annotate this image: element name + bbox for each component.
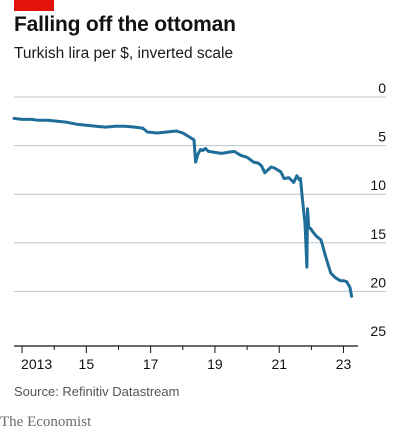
- y-tick-label-20: 20: [370, 274, 386, 290]
- x-tick-label-19: 19: [207, 356, 223, 372]
- x-tick-label-2013: 2013: [21, 356, 52, 372]
- y-tick-label-15: 15: [370, 226, 386, 242]
- y-tick-labels: 0 5 10 15 20 25: [370, 80, 386, 339]
- x-tick-label-15: 15: [79, 356, 95, 372]
- red-corner-tag: [14, 0, 54, 11]
- x-tick-label-21: 21: [271, 356, 287, 372]
- y-tick-label-25: 25: [370, 323, 386, 339]
- x-tick-label-17: 17: [143, 356, 159, 372]
- source-note: Source: Refinitiv Datastream: [14, 384, 180, 399]
- chart-subtitle: Turkish lira per $, inverted scale: [14, 45, 234, 62]
- series-lines: [12, 116, 354, 298]
- gridlines: [14, 96, 386, 292]
- x-axis: 2013 15 17 19 21 23: [14, 345, 358, 372]
- economist-brand: The Economist: [0, 414, 92, 430]
- x-tick-label-23: 23: [336, 356, 352, 372]
- y-tick-label-10: 10: [370, 177, 386, 193]
- series-line-0: [12, 116, 354, 298]
- chart-title: Falling off the ottoman: [14, 13, 236, 36]
- y-tick-label-5: 5: [378, 129, 386, 145]
- y-tick-label-0: 0: [378, 80, 386, 96]
